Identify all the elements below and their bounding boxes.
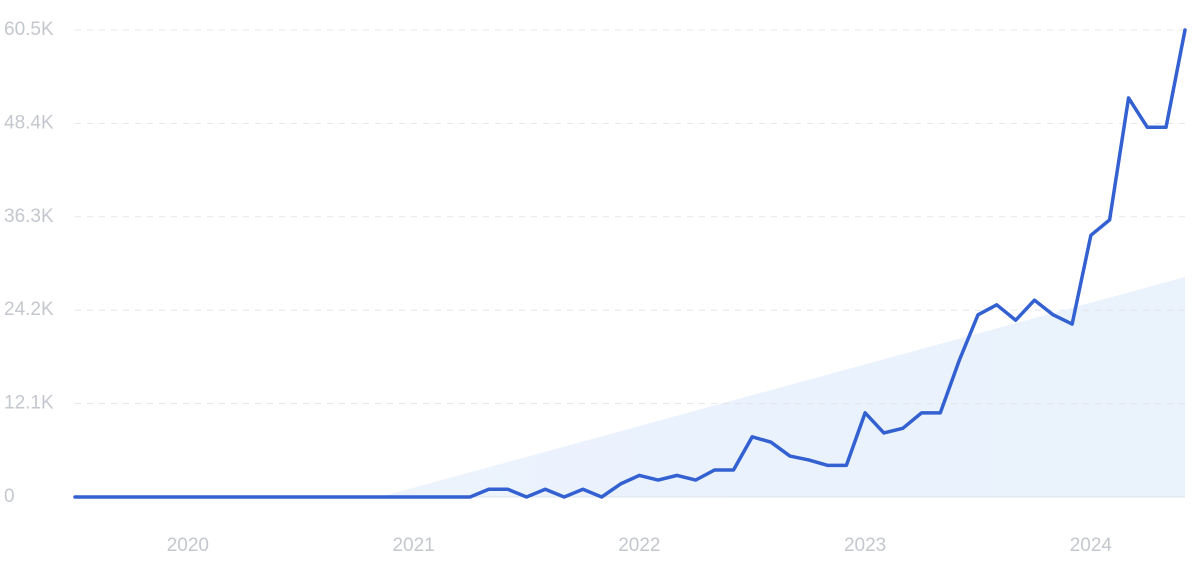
- x-tick-label: 2022: [618, 535, 660, 556]
- y-tick-label: 12.1K: [4, 393, 54, 414]
- x-tick-label: 2021: [392, 535, 434, 556]
- x-tick-label: 2024: [1070, 535, 1113, 556]
- y-tick-label: 0: [4, 486, 15, 507]
- line: [73, 28, 1187, 499]
- x-tick-label: 2020: [167, 535, 209, 556]
- x-tick-label: 2023: [844, 535, 886, 556]
- y-tick-label: 48.4K: [4, 112, 54, 133]
- y-tick-label: 60.5K: [4, 19, 54, 40]
- y-tick-label: 24.2K: [4, 299, 54, 320]
- y-tick-label: 36.3K: [4, 206, 54, 227]
- trend-area: [379, 277, 1185, 497]
